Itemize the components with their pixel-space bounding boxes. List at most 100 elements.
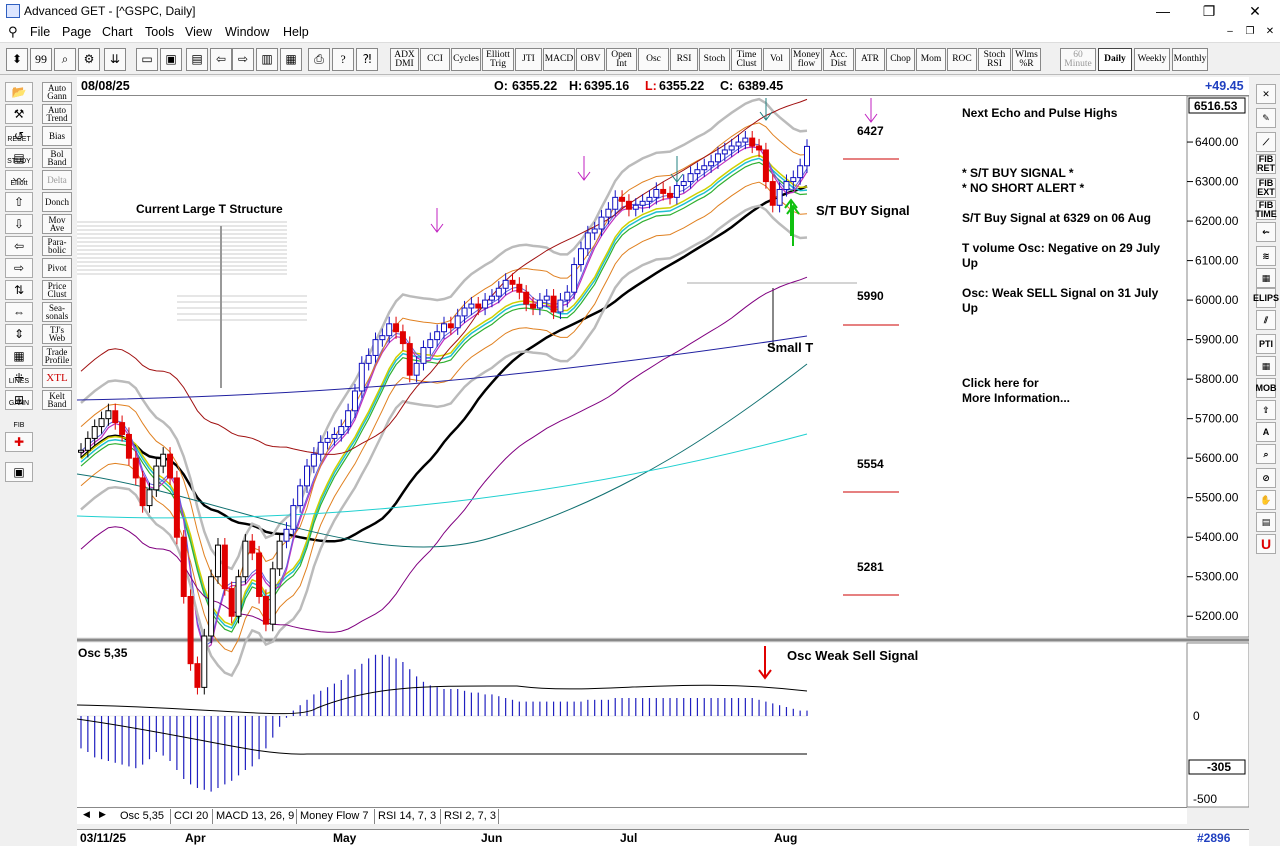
toolbar-icon-7[interactable]: ▤	[186, 48, 208, 71]
tool-button-6[interactable]: Mov Ave	[42, 214, 72, 234]
toolbar-icon-12[interactable]: ⎙	[308, 48, 330, 71]
tab-scroll-right-icon[interactable]: ▶	[99, 809, 106, 819]
right-tool-20[interactable]: U	[1256, 534, 1276, 554]
indicator-button-4[interactable]: JTI	[515, 48, 542, 71]
toolbar-icon-1[interactable]: 99	[30, 48, 52, 71]
toolbar-icon-10[interactable]: ▥	[256, 48, 278, 71]
indicator-button-6[interactable]: OBV	[576, 48, 605, 71]
draw-tool-icon-14[interactable]: ⊞	[5, 390, 33, 410]
draw-tool-icon-12[interactable]: ▦	[5, 346, 33, 366]
toolbar-icon-14[interactable]: ⁈	[356, 48, 378, 71]
indicator-button-15[interactable]: ATR	[855, 48, 885, 71]
toolbar-icon-9[interactable]: ⇨	[232, 48, 254, 71]
tool-button-0[interactable]: Auto Gann	[42, 82, 72, 102]
right-tool-4[interactable]: FIB EXT	[1256, 178, 1276, 198]
right-tool-2[interactable]: ⟋	[1256, 132, 1276, 152]
toolbar-icon-2[interactable]: ⌕	[54, 48, 76, 71]
tool-button-12[interactable]: Trade Profile	[42, 346, 72, 366]
indicator-button-16[interactable]: Chop	[886, 48, 915, 71]
timeframe-button-0[interactable]: 60 Minute	[1060, 48, 1096, 71]
right-tool-12[interactable]: ▦	[1256, 356, 1276, 376]
indicator-button-11[interactable]: Time Clust	[731, 48, 762, 71]
tool-button-11[interactable]: TJ's Web	[42, 324, 72, 344]
right-tool-19[interactable]: ▤	[1256, 512, 1276, 532]
tool-button-10[interactable]: Sea- sonals	[42, 302, 72, 322]
indicator-button-0[interactable]: ADX DMI	[390, 48, 419, 71]
right-tool-17[interactable]: ⊘	[1256, 468, 1276, 488]
menu-page[interactable]: Page	[62, 25, 92, 39]
indicator-tab-4[interactable]: RSI 14, 7, 3	[375, 809, 441, 824]
right-tool-16[interactable]: ⌕	[1256, 444, 1276, 464]
indicator-tab-5[interactable]: RSI 2, 7, 3	[441, 809, 499, 824]
toolbar-icon-8[interactable]: ⇦	[210, 48, 232, 71]
draw-tool-icon-2[interactable]: ↺	[5, 126, 33, 146]
indicator-button-8[interactable]: Osc	[638, 48, 669, 71]
mdi-restore-button[interactable]: ❐	[1245, 26, 1255, 37]
mdi-close-button[interactable]: ✕	[1265, 26, 1275, 37]
right-tool-9[interactable]: ELIPS	[1253, 288, 1279, 308]
right-tool-10[interactable]: ⫽	[1256, 310, 1276, 330]
indicator-button-2[interactable]: Cycles	[451, 48, 481, 71]
draw-tool-icon-9[interactable]: ⇅	[5, 280, 33, 300]
timeframe-button-3[interactable]: Monthly	[1172, 48, 1208, 71]
indicator-button-7[interactable]: Open Int	[606, 48, 637, 71]
draw-tool-icon-8[interactable]: ⇨	[5, 258, 33, 278]
draw-tool-icon-6[interactable]: ⇩	[5, 214, 33, 234]
indicator-button-20[interactable]: Wlms %R	[1012, 48, 1041, 71]
draw-tool-icon-5[interactable]: ⇧	[5, 192, 33, 212]
indicator-button-19[interactable]: Stoch RSI	[978, 48, 1011, 71]
indicator-tab-1[interactable]: CCI 20	[171, 809, 213, 824]
indicator-button-13[interactable]: Money flow	[791, 48, 822, 71]
more-info-link-line1[interactable]: Click here for	[962, 376, 1039, 390]
tool-button-14[interactable]: Kelt Band	[42, 390, 72, 410]
right-tool-14[interactable]: ⇪	[1256, 400, 1276, 420]
right-tool-5[interactable]: FIB TIME	[1255, 200, 1277, 220]
indicator-button-3[interactable]: Elliott Trig	[482, 48, 514, 71]
toolbar-icon-4[interactable]: ⇊	[104, 48, 126, 71]
draw-tool-icon-7[interactable]: ⇦	[5, 236, 33, 256]
indicator-button-10[interactable]: Stoch	[699, 48, 730, 71]
toolbar-icon-5[interactable]: ▭	[136, 48, 158, 71]
pin-icon[interactable]: ⚲	[8, 24, 18, 39]
toolbar-icon-13[interactable]: ?	[332, 48, 354, 71]
indicator-button-17[interactable]: Mom	[916, 48, 946, 71]
draw-tool-icon-11[interactable]: ⇕	[5, 324, 33, 344]
right-tool-0[interactable]: ✕	[1256, 84, 1276, 104]
tool-button-7[interactable]: Para- bolic	[42, 236, 72, 256]
restore-button[interactable]: ❐	[1202, 3, 1216, 19]
indicator-button-18[interactable]: ROC	[947, 48, 977, 71]
tool-button-3[interactable]: Bol Band	[42, 148, 72, 168]
close-button[interactable]: ✕	[1249, 3, 1261, 19]
draw-tool-icon-1[interactable]: ⚒	[5, 104, 33, 124]
mdi-minimize-button[interactable]: –	[1227, 26, 1233, 37]
right-tool-13[interactable]: MOB	[1256, 378, 1277, 398]
timeframe-button-2[interactable]: Weekly	[1134, 48, 1170, 71]
right-tool-18[interactable]: ✋	[1256, 490, 1276, 510]
menu-file[interactable]: File	[30, 25, 51, 39]
menu-window[interactable]: Window	[225, 25, 270, 39]
indicator-tab-2[interactable]: MACD 13, 26, 9	[213, 809, 297, 824]
menu-help[interactable]: Help	[283, 25, 309, 39]
toolbar-icon-6[interactable]: ▣	[160, 48, 182, 71]
right-tool-8[interactable]: ▦	[1256, 268, 1276, 288]
menu-view[interactable]: View	[185, 25, 212, 39]
draw-tool-icon-0[interactable]: 📂	[5, 82, 33, 102]
toolbar-icon-11[interactable]: ▦	[280, 48, 302, 71]
draw-tool-icon-3[interactable]: ▤	[5, 148, 33, 168]
tool-button-2[interactable]: Bias	[42, 126, 72, 146]
indicator-tab-0[interactable]: Osc 5,35	[117, 809, 171, 824]
price-chart-svg[interactable]: 6400.00 6300.00 6200.00 6100.00 6000.00 5900.…	[77, 96, 1249, 826]
tool-button-13[interactable]: XTL	[42, 368, 72, 388]
right-tool-6[interactable]: ⇜	[1256, 222, 1276, 242]
draw-tool-icon-4[interactable]: 〰	[5, 170, 33, 190]
indicator-button-9[interactable]: RSI	[670, 48, 698, 71]
tab-scroll-left-icon[interactable]: ◀	[83, 809, 90, 819]
minimize-button[interactable]: —	[1156, 3, 1170, 19]
timeframe-button-1[interactable]: Daily	[1098, 48, 1132, 71]
tool-button-4[interactable]: Delta	[42, 170, 72, 190]
toolbar-icon-0[interactable]: ⬍	[6, 48, 28, 71]
draw-tool-icon-10[interactable]: ⇔	[5, 302, 33, 322]
indicator-button-5[interactable]: MACD	[543, 48, 575, 71]
right-tool-11[interactable]: PTI	[1256, 334, 1276, 354]
indicator-tab-3[interactable]: Money Flow 7	[297, 809, 375, 824]
